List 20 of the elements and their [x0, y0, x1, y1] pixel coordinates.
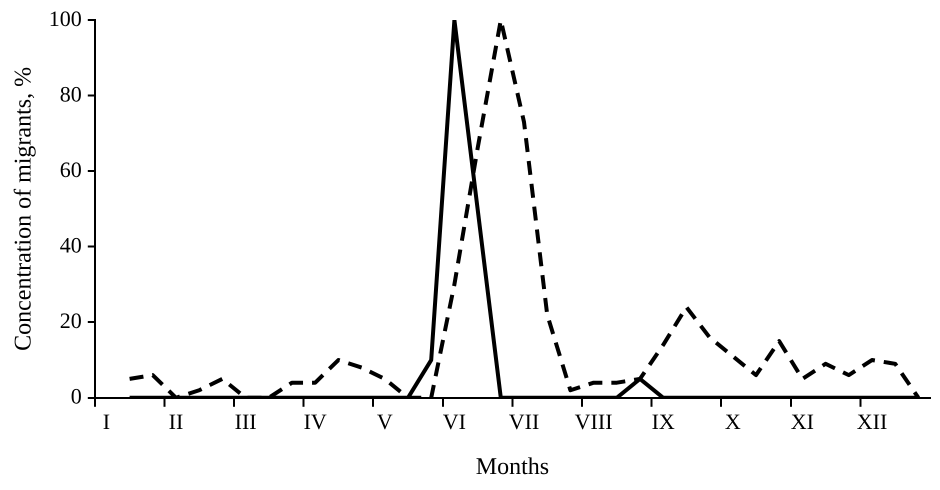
y-tick-label: 60: [60, 156, 82, 182]
y-tick-label: 0: [70, 384, 82, 409]
x-axis-title: Months: [476, 454, 550, 480]
y-axis-title: Concentration of migrants, %: [10, 66, 37, 351]
x-tick-label: III: [234, 408, 257, 434]
y-tick-label: 80: [60, 81, 82, 106]
x-tick-label: XI: [790, 408, 814, 434]
x-tick-label: IV: [304, 408, 327, 434]
x-tick-label: IX: [652, 408, 675, 434]
x-tick-label: II: [168, 408, 184, 434]
y-tick-label: 100: [48, 6, 82, 31]
x-tick-label: X: [724, 408, 741, 434]
x-tick-label: VI: [442, 408, 466, 434]
y-tick-label: 20: [60, 308, 82, 334]
x-tick-label: XII: [856, 408, 888, 434]
x-tick-label: VII: [508, 408, 540, 434]
x-tick-label: V: [376, 408, 393, 434]
x-tick-label: VIII: [574, 408, 613, 434]
x-tick-label: I: [102, 408, 110, 434]
y-tick-label: 40: [60, 232, 82, 258]
